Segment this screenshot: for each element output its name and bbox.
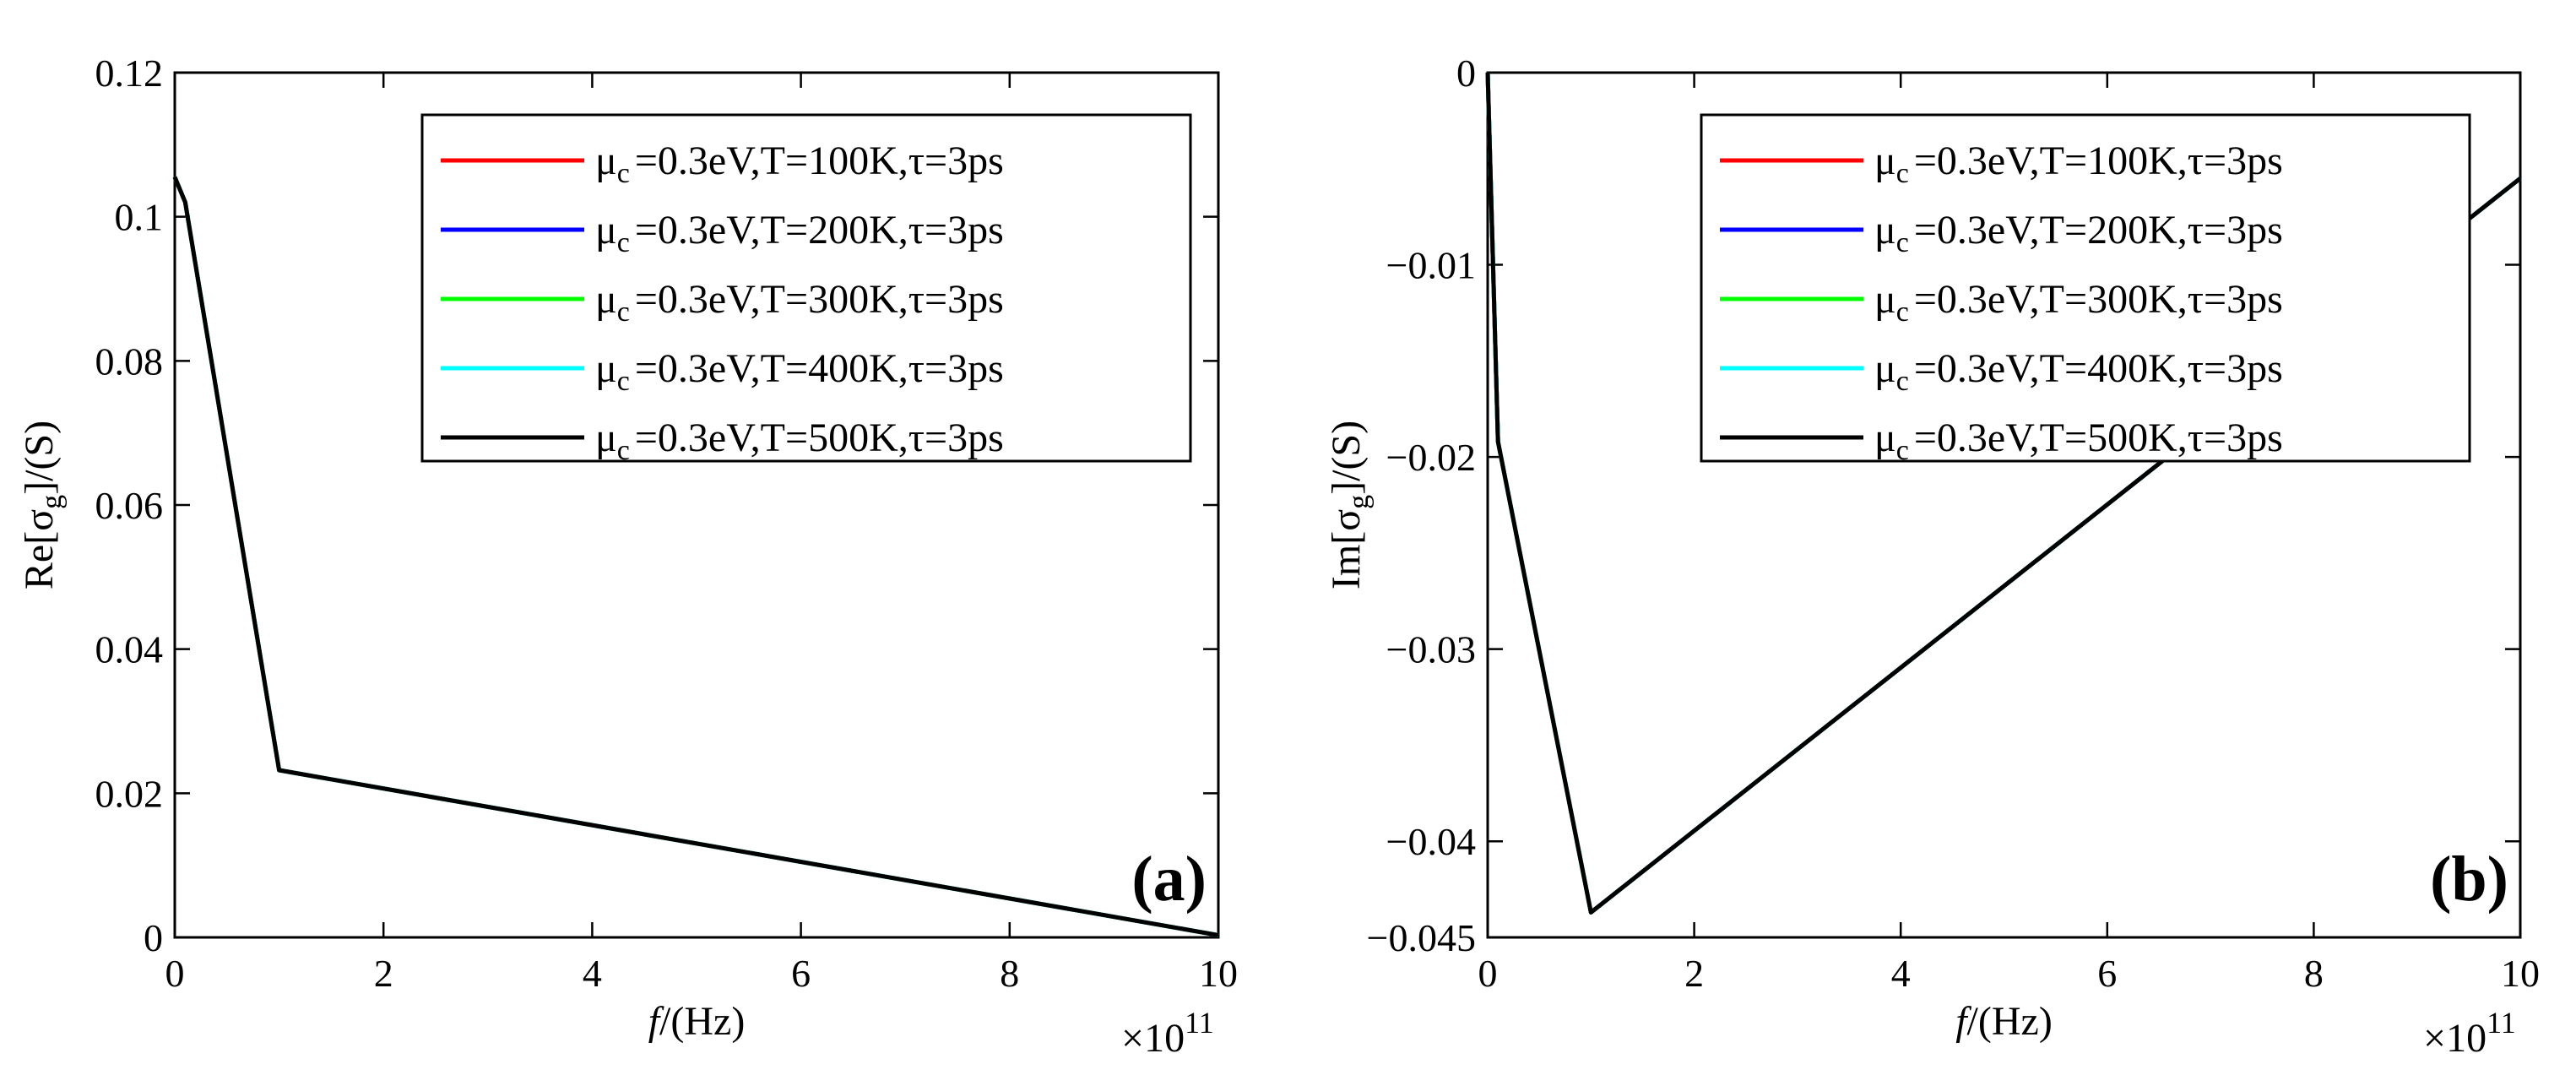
y-tick-label: −0.01 bbox=[1386, 244, 1476, 287]
x-tick-label: 0 bbox=[1478, 952, 1498, 995]
series-line-T=500K bbox=[172, 176, 1219, 937]
y-tick-label: −0.02 bbox=[1386, 436, 1476, 479]
legend: μc =0.3eV,T=100K,τ=3ps μc =0.3eV,T=200K,τ=3… bbox=[420, 113, 1192, 466]
x-tick-label: 8 bbox=[1000, 952, 1019, 995]
x-tick-label: 4 bbox=[583, 952, 602, 995]
y-tick-label: 0.12 bbox=[95, 52, 164, 95]
x-tick-label: 2 bbox=[1684, 952, 1704, 995]
x-axis-label: f/(Hz) bbox=[1955, 999, 2053, 1044]
y-tick-label: −0.045 bbox=[1367, 916, 1476, 959]
legend-entry-T=500K: μc =0.3eV,T=500K,τ=3ps bbox=[1874, 415, 2283, 466]
y-tick-label: −0.03 bbox=[1386, 628, 1476, 671]
legend-box bbox=[1700, 113, 2471, 463]
x-axis-multiplier: ×1011 bbox=[2423, 1006, 2516, 1061]
x-axis-label: f/(Hz) bbox=[648, 999, 746, 1044]
y-tick-label: 0.06 bbox=[95, 484, 164, 527]
x-tick-label: 6 bbox=[2097, 952, 2117, 995]
legend-entry-T=300K: μc =0.3eV,T=300K,τ=3ps bbox=[595, 277, 1004, 328]
y-tick-label: 0.1 bbox=[115, 196, 164, 239]
legend-entry-T=100K: μc =0.3eV,T=100K,τ=3ps bbox=[595, 138, 1004, 189]
x-tick-label: 4 bbox=[1891, 952, 1911, 995]
legend-entry-T=400K: μc =0.3eV,T=400K,τ=3ps bbox=[595, 346, 1004, 397]
x-tick-label: 10 bbox=[1199, 952, 1238, 995]
x-tick-label: 10 bbox=[2501, 952, 2540, 995]
y-tick-label: 0 bbox=[1456, 52, 1476, 95]
legend-entry-T=200K: μc =0.3eV,T=200K,τ=3ps bbox=[595, 208, 1004, 258]
legend-entry-T=200K: μc =0.3eV,T=200K,τ=3ps bbox=[1874, 208, 2283, 258]
plot-frame bbox=[1486, 71, 2522, 939]
y-tick-label: 0 bbox=[144, 916, 163, 959]
panel-b: 0 2 4 6 8 10 0 −0.01 −0.02 −0.03 −0.04 −0.045 f/(Hz)… bbox=[1324, 52, 2540, 1061]
y-tick-label: −0.04 bbox=[1386, 820, 1476, 863]
series-line-T=500K bbox=[1485, 72, 2522, 915]
x-tick-label: 8 bbox=[2304, 952, 2324, 995]
y-tick-label: 0.08 bbox=[95, 339, 164, 383]
y-tick-label: 0.02 bbox=[95, 772, 164, 815]
legend-entry-T=500K: μc =0.3eV,T=500K,τ=3ps bbox=[595, 415, 1004, 466]
y-axis-label: Re[σg]/(S) bbox=[17, 421, 68, 589]
legend: μc =0.3eV,T=100K,τ=3ps μc =0.3eV,T=200K,τ=3… bbox=[1700, 113, 2471, 466]
y-axis-label: Im[σg]/(S) bbox=[1324, 421, 1375, 589]
y-tick-label: 0.04 bbox=[95, 628, 164, 671]
panel-label: (b) bbox=[2430, 844, 2508, 915]
legend-entry-T=300K: μc =0.3eV,T=300K,τ=3ps bbox=[1874, 277, 2283, 328]
legend-box bbox=[420, 113, 1192, 463]
panel-a: 0 2 4 6 8 10 0 0.02 0.04 0.06 0.08 0.1 0.12 f/(Hz) ×10… bbox=[17, 52, 1238, 1061]
x-tick-label: 6 bbox=[791, 952, 811, 995]
panel-label: (a) bbox=[1131, 844, 1207, 915]
legend-entry-T=400K: μc =0.3eV,T=400K,τ=3ps bbox=[1874, 346, 2283, 397]
x-tick-label: 0 bbox=[165, 952, 185, 995]
legend-entry-T=100K: μc =0.3eV,T=100K,τ=3ps bbox=[1874, 138, 2283, 189]
x-axis-multiplier: ×1011 bbox=[1121, 1006, 1214, 1061]
x-tick-label: 2 bbox=[374, 952, 393, 995]
